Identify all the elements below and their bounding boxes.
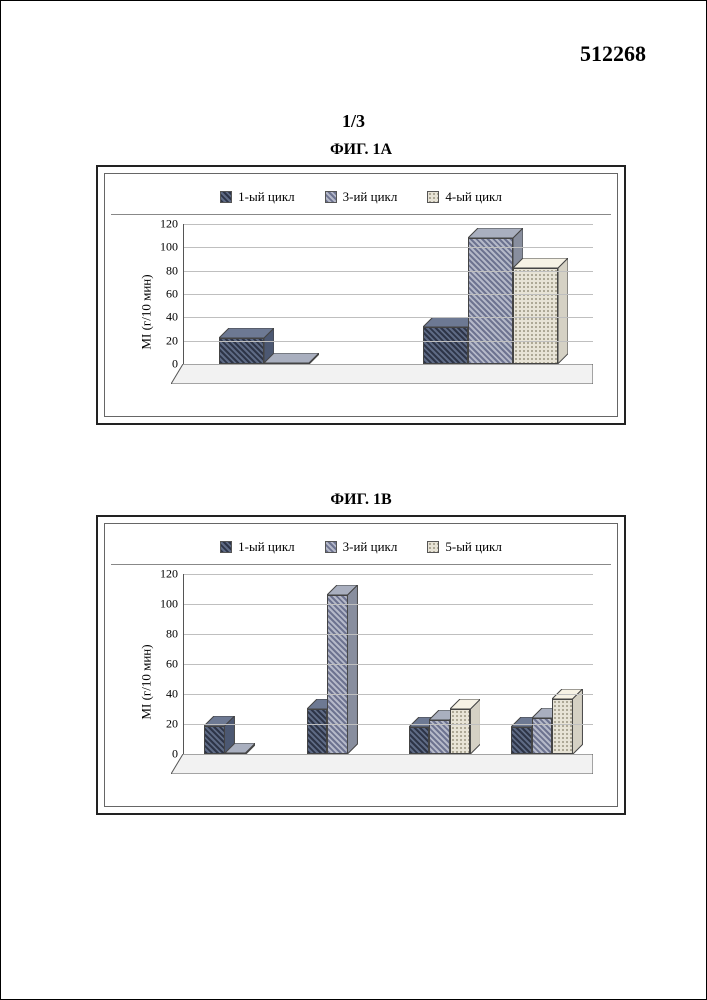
ytick-label: 100 — [160, 597, 178, 612]
ytick-label: 40 — [166, 310, 178, 325]
grid-line — [184, 317, 593, 318]
bar — [348, 744, 378, 754]
figure-1b-ylabel: MI (г/10 мин) — [139, 644, 155, 719]
ytick-label: 20 — [166, 333, 178, 348]
figure-1a-inner: 1-ый цикл 3-ий цикл 4-ый цикл MI (г/10 мин… — [104, 173, 618, 417]
bar — [327, 585, 357, 754]
legend-swatch — [427, 191, 439, 203]
grid-line — [184, 634, 593, 635]
legend-item: 1-ый цикл — [220, 189, 295, 205]
ytick-label: 120 — [160, 567, 178, 582]
ytick-label: 100 — [160, 240, 178, 255]
grid-line — [184, 694, 593, 695]
figure-1b-title: ФИГ. 1В — [96, 491, 626, 509]
legend-item: 4-ый цикл — [427, 189, 502, 205]
figure-1b-legend: 1-ый цикл 3-ий цикл 5-ый цикл — [111, 530, 611, 565]
figure-1b-frame: 1-ый цикл 3-ий цикл 5-ый цикл MI (г/10 мин… — [96, 515, 626, 815]
grid-line — [184, 271, 593, 272]
ytick-label: 120 — [160, 217, 178, 232]
grid-line — [184, 664, 593, 665]
legend-item: 3-ий цикл — [325, 189, 398, 205]
grid-line — [184, 224, 593, 225]
legend-label: 3-ий цикл — [343, 189, 398, 205]
figure-1a-legend: 1-ый цикл 3-ий цикл 4-ый цикл — [111, 180, 611, 215]
figure-1a-floor — [171, 364, 593, 384]
figure-1a-plot: MI (г/10 мин) 020406080100120AB — [111, 214, 611, 410]
figure-1a-frame: 1-ый цикл 3-ий цикл 4-ый цикл MI (г/10 мин… — [96, 165, 626, 425]
legend-swatch — [325, 191, 337, 203]
bar — [450, 699, 480, 754]
figure-1b-floor — [171, 754, 593, 774]
legend-item: 1-ый цикл — [220, 539, 295, 555]
legend-label: 1-ый цикл — [238, 539, 295, 555]
grid-line — [184, 294, 593, 295]
grid-line — [184, 341, 593, 342]
page-number: 1/3 — [1, 111, 706, 132]
bar — [552, 689, 582, 755]
legend-swatch — [220, 191, 232, 203]
bar-side-icon — [450, 699, 480, 754]
ytick-label: 40 — [166, 687, 178, 702]
bar — [513, 258, 568, 364]
figure-1a-back-wall: 020406080100120AB — [183, 224, 593, 364]
grid-line — [184, 247, 593, 248]
figure-1b: ФИГ. 1В 1-ый цикл 3-ий цикл 5-ый цикл MI (… — [96, 491, 626, 815]
ytick-label: 80 — [166, 627, 178, 642]
bar-side-icon — [327, 585, 357, 754]
legend-item: 3-ий цикл — [325, 539, 398, 555]
bar-side-icon — [513, 258, 568, 364]
ytick-label: 60 — [166, 657, 178, 672]
legend-label: 4-ый цикл — [445, 189, 502, 205]
figure-1a: ФИГ. 1А 1-ый цикл 3-ий цикл 4-ый цикл MI (… — [96, 141, 626, 425]
legend-label: 3-ий цикл — [343, 539, 398, 555]
page: 512268 1/3 ФИГ. 1А 1-ый цикл 3-ий цикл 4-ы… — [0, 0, 707, 1000]
grid-line — [184, 724, 593, 725]
ytick-label: 20 — [166, 717, 178, 732]
figure-1b-back-wall: 020406080100120ABCD — [183, 574, 593, 754]
bar-side-icon — [552, 689, 582, 755]
document-number: 512268 — [580, 41, 646, 67]
ytick-label: 80 — [166, 263, 178, 278]
figure-1a-ylabel: MI (г/10 мин) — [139, 274, 155, 349]
legend-label: 1-ый цикл — [238, 189, 295, 205]
legend-item: 5-ый цикл — [427, 539, 502, 555]
figure-1b-plot: MI (г/10 мин) 020406080100120ABCD — [111, 564, 611, 800]
figure-1b-axis-area: 020406080100120ABCD — [171, 574, 593, 774]
legend-swatch — [220, 541, 232, 553]
ytick-label: 60 — [166, 287, 178, 302]
bar — [245, 744, 275, 754]
figure-1b-inner: 1-ый цикл 3-ий цикл 5-ый цикл MI (г/10 мин… — [104, 523, 618, 807]
figure-1a-title: ФИГ. 1А — [96, 141, 626, 159]
figure-1a-axis-area: 020406080100120AB — [171, 224, 593, 384]
grid-line — [184, 574, 593, 575]
legend-swatch — [325, 541, 337, 553]
grid-line — [184, 604, 593, 605]
bar — [309, 354, 364, 364]
legend-label: 5-ый цикл — [445, 539, 502, 555]
legend-swatch — [427, 541, 439, 553]
